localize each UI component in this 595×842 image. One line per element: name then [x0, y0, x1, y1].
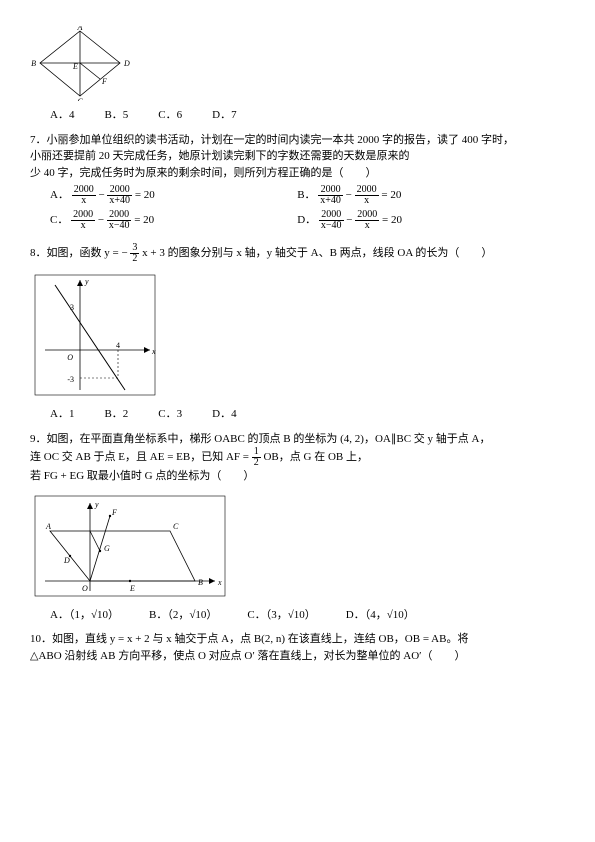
q7-choices: A． 2000x − 2000x+40 = 20 B． 2000x+40 − 2… — [30, 185, 565, 235]
q9-stem-2: 连 OC 交 AB 于点 E，且 AE = EB，已知 AF = 12 OB，点… — [30, 447, 565, 468]
q10-stem-2: △ABO 沿射线 AB 方向平移，使点 O 对应点 O′ 落在直线上，对长为整单… — [30, 648, 565, 665]
svg-text:A: A — [77, 26, 83, 32]
question-10: 10．如图，直线 y = x + 2 与 x 轴交于点 A，点 B(2, n) … — [30, 631, 565, 664]
q8-stem: 8．如图，函数 y = − 32 x + 3 的图象分别与 x 轴，y 轴交于 … — [30, 243, 565, 264]
svg-text:x: x — [217, 578, 222, 587]
q7-choice-d: D． 2000x−40 − 2000x = 20 — [297, 210, 544, 231]
question-6: A B C D E F A．4 B．5 C．6 D．7 — [30, 26, 565, 124]
q8-choice-b: B．2 — [104, 406, 128, 423]
q9-choice-a: A．（1，√10） — [50, 607, 119, 624]
q9-stem-3: 若 FG + EG 取最小值时 G 点的坐标为（ ） — [30, 468, 565, 485]
q7-choice-a: A． 2000x − 2000x+40 = 20 — [50, 185, 297, 206]
q8-choices: A．1 B．2 C．3 D．4 — [30, 406, 565, 423]
q8-choice-d: D．4 — [212, 406, 236, 423]
svg-text:F: F — [101, 77, 107, 86]
svg-text:C: C — [173, 522, 179, 531]
svg-text:B: B — [198, 578, 203, 587]
svg-text:O: O — [67, 353, 73, 362]
q8-choice-a: A．1 — [50, 406, 74, 423]
q6-choices: A．4 B．5 C．6 D．7 — [30, 107, 565, 124]
q7-stem-1: 7．小丽参加单位组织的读书活动，计划在一定的时间内读完一本共 2000 字的报告… — [30, 132, 565, 149]
svg-text:G: G — [104, 544, 110, 553]
svg-text:y: y — [84, 277, 89, 286]
svg-text:D: D — [123, 59, 130, 68]
svg-text:-3: -3 — [67, 375, 74, 384]
svg-text:E: E — [129, 584, 135, 593]
rhombus-figure: A B C D E F — [30, 26, 130, 101]
q7-choice-b: B． 2000x+40 − 2000x = 20 — [297, 185, 544, 206]
q6-choice-c: C．6 — [158, 107, 182, 124]
question-9: 9．如图，在平面直角坐标系中，梯形 OABC 的顶点 B 的坐标为 (4, 2)… — [30, 431, 565, 624]
q10-stem-1: 10．如图，直线 y = x + 2 与 x 轴交于点 A，点 B(2, n) … — [30, 631, 565, 648]
svg-text:D: D — [63, 556, 70, 565]
line-graph-figure: 3 O 4 -3 x y — [30, 270, 160, 400]
svg-text:3: 3 — [70, 303, 74, 312]
svg-text:E: E — [72, 62, 78, 71]
q6-choice-d: D．7 — [212, 107, 236, 124]
q8-choice-c: C．3 — [158, 406, 182, 423]
q6-choice-a: A．4 — [50, 107, 74, 124]
svg-text:x: x — [151, 347, 156, 356]
svg-text:A: A — [45, 522, 51, 531]
q9-stem-1: 9．如图，在平面直角坐标系中，梯形 OABC 的顶点 B 的坐标为 (4, 2)… — [30, 431, 565, 448]
trapezoid-figure: A B C D E F G O x y — [30, 491, 230, 601]
q6-choice-b: B．5 — [104, 107, 128, 124]
q9-choice-d: D．（4，√10） — [346, 607, 415, 624]
q7-stem-2: 小丽还要提前 20 天完成任务，她原计划读完剩下的字数还需要的天数是原来的 — [30, 148, 565, 165]
svg-text:F: F — [111, 508, 117, 517]
q9-choice-b: B．（2，√10） — [149, 607, 217, 624]
q9-choice-c: C．（3，√10） — [247, 607, 315, 624]
svg-text:y: y — [94, 500, 99, 509]
q9-choices: A．（1，√10） B．（2，√10） C．（3，√10） D．（4，√10） — [30, 607, 565, 624]
q7-stem-3: 少 40 字，完成任务时为原来的剩余时间，则所列方程正确的是（ ） — [30, 165, 565, 182]
question-8: 8．如图，函数 y = − 32 x + 3 的图象分别与 x 轴，y 轴交于 … — [30, 243, 565, 423]
question-7: 7．小丽参加单位组织的读书活动，计划在一定的时间内读完一本共 2000 字的报告… — [30, 132, 565, 236]
svg-text:C: C — [77, 97, 83, 101]
svg-text:B: B — [31, 59, 36, 68]
svg-text:O: O — [82, 584, 88, 593]
svg-text:4: 4 — [116, 341, 120, 350]
q7-choice-c: C． 2000x − 2000x−40 = 20 — [50, 210, 297, 231]
